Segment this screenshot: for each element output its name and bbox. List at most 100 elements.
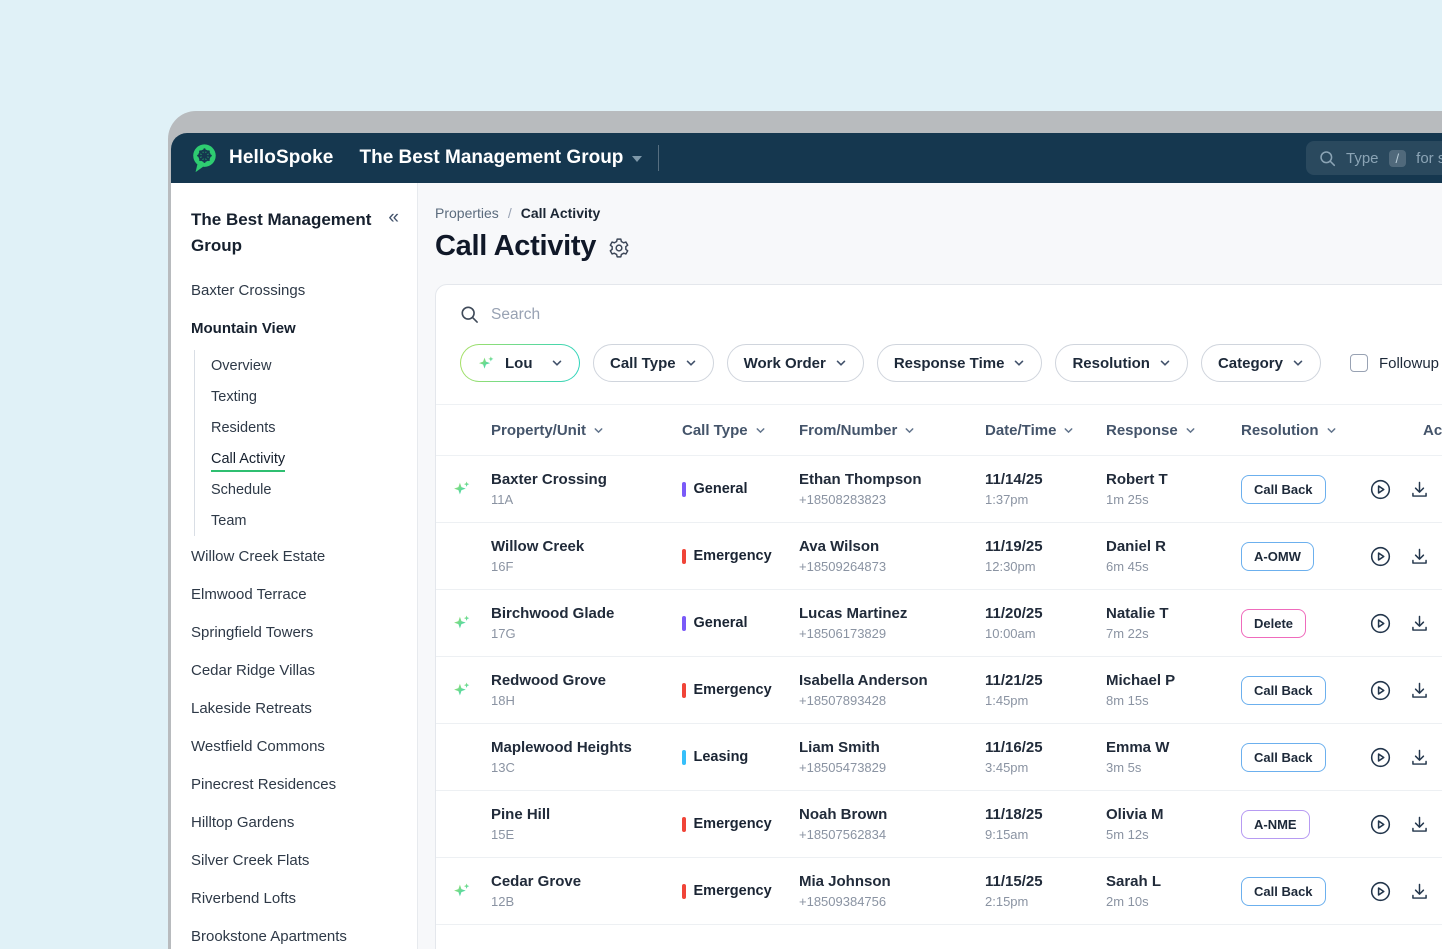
download-recording-button[interactable]	[1409, 881, 1430, 902]
play-recording-button[interactable]	[1369, 612, 1392, 635]
unit-number: 16F	[491, 559, 514, 574]
play-recording-button[interactable]	[1369, 478, 1392, 501]
submenu-item-call-activity[interactable]: Call Activity	[211, 443, 399, 474]
resolution-badge[interactable]: A-OMW	[1241, 541, 1314, 571]
submenu-item-texting[interactable]: Texting	[211, 388, 257, 405]
sidebar-item-pinecrest-residences[interactable]: Pinecrest Residences	[191, 776, 337, 793]
call-type-color-bar	[682, 682, 686, 698]
download-recording-button[interactable]	[1409, 747, 1430, 768]
caller-number: +18506173829	[799, 626, 887, 641]
download-recording-button[interactable]	[1409, 680, 1430, 701]
sidebar-item-mountain-view[interactable]: Mountain View	[191, 320, 296, 337]
column-header-property-unit[interactable]: Property/Unit	[491, 422, 682, 439]
caller-name: Lucas Martinez	[799, 605, 908, 622]
table-row[interactable]: Maplewood Heights 13C Leasing Liam Smith +…	[436, 724, 1442, 791]
responder-name: Emma W	[1106, 739, 1170, 756]
caller-name: Isabella Anderson	[799, 672, 928, 689]
call-type-label: Emergency	[693, 548, 772, 564]
filter-resolution[interactable]: Resolution	[1055, 344, 1188, 382]
org-switcher-dropdown[interactable]: The Best Management Group	[359, 147, 643, 169]
settings-gear-icon[interactable]	[608, 237, 630, 259]
download-recording-button[interactable]	[1409, 814, 1430, 835]
download-recording-button[interactable]	[1409, 546, 1430, 567]
sidebar-org-title: The Best Management Group	[191, 210, 372, 255]
sidebar-item-riverbend-lofts[interactable]: Riverbend Lofts	[191, 890, 297, 907]
call-time: 2:15pm	[985, 894, 1029, 909]
submenu-item-team[interactable]: Team	[211, 512, 247, 529]
caller-name: Noah Brown	[799, 806, 888, 823]
sidebar-item-cedar-ridge-villas[interactable]: Cedar Ridge Villas	[191, 662, 315, 679]
sidebar-item-baxter-crossings[interactable]: Baxter Crossings	[191, 282, 306, 299]
column-header-actions[interactable]: Act	[1423, 421, 1442, 439]
followup-filter[interactable]: Followup	[1349, 354, 1439, 372]
call-time: 12:30pm	[985, 559, 1036, 574]
submenu-item-residents[interactable]: Residents	[211, 419, 276, 436]
filter-lou-ai[interactable]: Lou	[460, 344, 580, 382]
sidebar-item-hilltop-gardens[interactable]: Hilltop Gardens	[191, 814, 295, 831]
play-recording-button[interactable]	[1369, 545, 1392, 568]
column-header-response[interactable]: Response	[1106, 422, 1241, 439]
table-search-input[interactable]: Search	[436, 285, 1442, 334]
resolution-badge[interactable]: Call Back	[1241, 675, 1326, 705]
followup-checkbox[interactable]	[1349, 354, 1368, 372]
sidebar-item-brookstone-apartments[interactable]: Brookstone Apartments	[191, 928, 347, 945]
breadcrumb-current: Call Activity	[520, 205, 601, 221]
sidebar-item-lakeside-retreats[interactable]: Lakeside Retreats	[191, 700, 312, 717]
table-row[interactable]: Pine Hill 15E Emergency Noah Brown +185075…	[436, 791, 1442, 858]
chevron-down-icon	[1013, 357, 1025, 369]
sidebar: The Best Management Group « Baxter Cross…	[171, 183, 418, 949]
table-row[interactable]: Cedar Grove 12B Emergency Mia Johnson +185…	[436, 858, 1442, 925]
sidebar-item-willow-creek-estate[interactable]: Willow Creek Estate	[191, 548, 326, 565]
call-time: 10:00am	[985, 626, 1036, 641]
table-row[interactable]: Baxter Crossing 11A General Ethan Thompso…	[436, 456, 1442, 523]
ai-sparkle-icon	[477, 354, 496, 373]
column-header-from-number[interactable]: From/Number	[799, 422, 985, 439]
search-icon	[1319, 150, 1336, 167]
resolution-badge[interactable]: Call Back	[1241, 742, 1326, 772]
filter-call-type[interactable]: Call Type	[593, 344, 714, 382]
resolution-badge[interactable]: Delete	[1241, 608, 1307, 638]
caller-number: +18507893428	[799, 693, 887, 708]
play-recording-button[interactable]	[1369, 746, 1392, 769]
filter-work-order[interactable]: Work Order	[726, 344, 864, 382]
caller-number: +18507562834	[799, 827, 887, 842]
global-search-input[interactable]: Type / for search and recent items...	[1306, 141, 1442, 175]
download-recording-button[interactable]	[1409, 613, 1430, 634]
navbar-divider	[658, 145, 660, 171]
download-recording-button[interactable]	[1409, 479, 1430, 500]
sidebar-item-elmwood-terrace[interactable]: Elmwood Terrace	[191, 586, 307, 603]
search-placeholder-prefix: Type	[1346, 149, 1379, 167]
submenu-item-overview[interactable]: Overview	[211, 357, 272, 374]
table-row[interactable]: Birchwood Glade 17G General Lucas Martine…	[436, 590, 1442, 657]
table-row[interactable]: Redwood Grove 18H Emergency Isabella Ande…	[436, 657, 1442, 724]
sidebar-item-westfield-commons[interactable]: Westfield Commons	[191, 738, 325, 755]
table-row[interactable]: Willow Creek 16F Emergency Ava Wilson +185…	[436, 523, 1442, 590]
responder-name: Robert T	[1106, 471, 1168, 488]
responder-name: Daniel R	[1106, 538, 1167, 555]
call-date: 11/18/25	[985, 806, 1043, 823]
filter-category[interactable]: Category	[1200, 344, 1321, 382]
resolution-badge[interactable]: A-NME	[1241, 809, 1310, 839]
property-name: Birchwood Glade	[491, 605, 615, 622]
filter-response-time[interactable]: Response Time	[876, 344, 1043, 382]
column-header-resolution[interactable]: Resolution	[1241, 422, 1364, 439]
play-recording-button[interactable]	[1369, 679, 1392, 702]
resolution-badge[interactable]: Call Back	[1241, 474, 1326, 504]
resolution-badge[interactable]: Call Back	[1241, 876, 1326, 906]
sidebar-collapse-button[interactable]: «	[388, 207, 399, 228]
breadcrumb-properties[interactable]: Properties	[435, 205, 499, 221]
play-recording-button[interactable]	[1369, 813, 1392, 836]
sidebar-item-silver-creek-flats[interactable]: Silver Creek Flats	[191, 852, 310, 869]
ai-sparkle-icon	[452, 479, 491, 499]
submenu-item-schedule[interactable]: Schedule	[211, 481, 272, 498]
mountain-view-submenu: Overview Texting Residents Call Activity…	[194, 350, 399, 536]
hellospoke-logo-icon	[189, 142, 219, 174]
filter-label: Response Time	[893, 354, 1005, 372]
column-header-date-time[interactable]: Date/Time	[985, 422, 1106, 439]
call-type-label: Emergency	[693, 816, 772, 832]
column-header-call-type[interactable]: Call Type	[682, 422, 799, 439]
call-type-label: General	[693, 481, 748, 497]
sidebar-item-springfield-towers[interactable]: Springfield Towers	[191, 624, 314, 641]
call-date: 11/15/25	[985, 873, 1043, 890]
play-recording-button[interactable]	[1369, 880, 1392, 903]
